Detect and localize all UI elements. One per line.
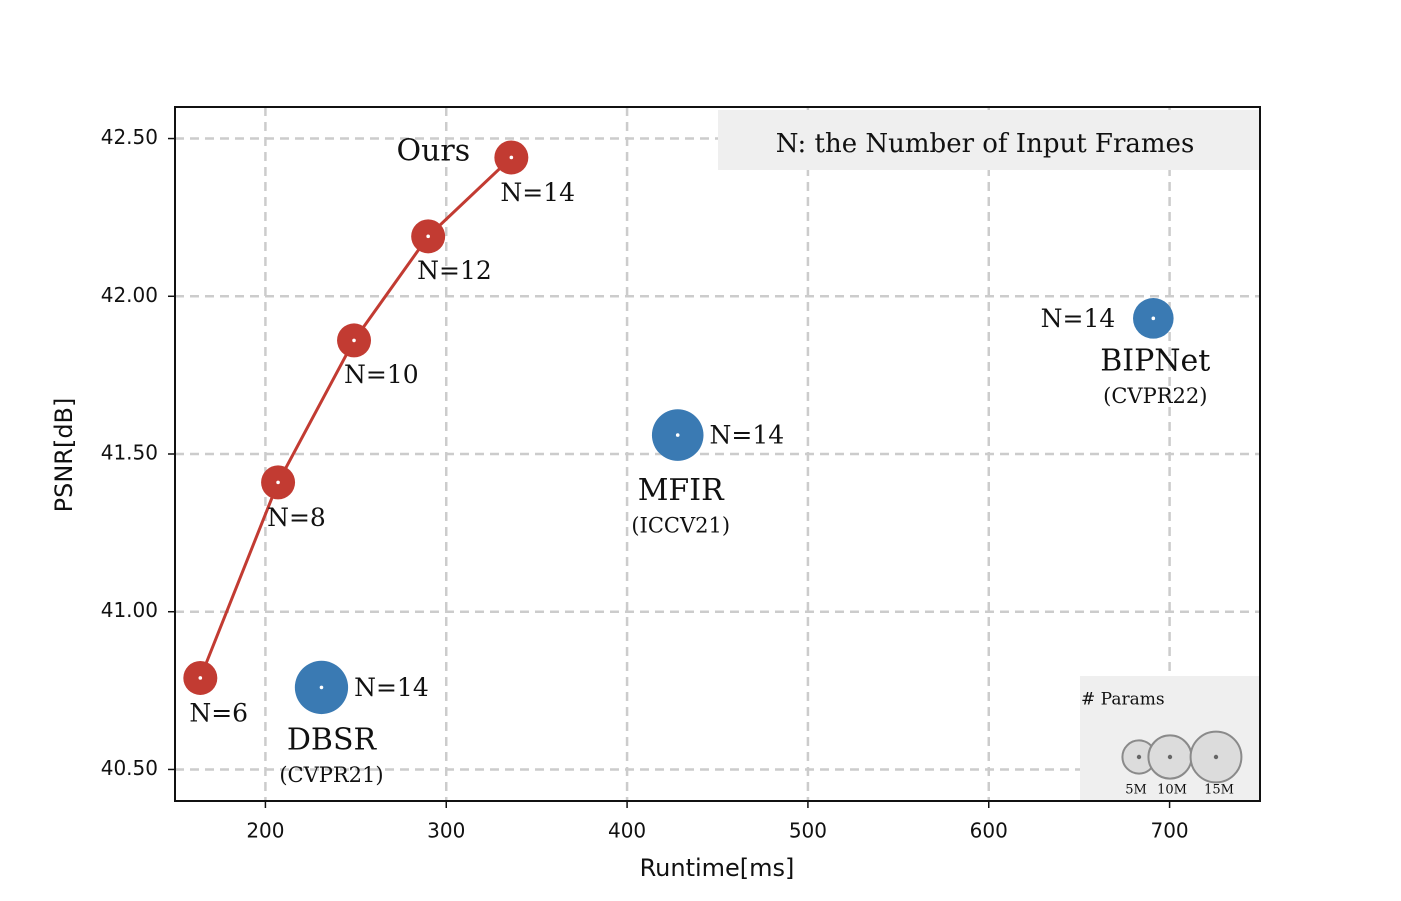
ours-point-label-2: N=10 <box>344 360 419 389</box>
params-legend-dot-5M <box>1136 754 1142 760</box>
params-legend-title: # Params <box>1081 690 1165 710</box>
dbsr-point-label-0: N=14 <box>354 673 429 702</box>
y-axis-label: PSNR[dB] <box>50 398 78 513</box>
params-legend-dot-15M <box>1213 754 1219 760</box>
params-legend-dot-10M <box>1167 754 1173 760</box>
params-legend-label-10M: 10M <box>1157 783 1187 798</box>
series <box>183 140 1174 715</box>
ours-name: Ours <box>397 133 471 168</box>
ours-point-center-0 <box>198 676 203 680</box>
y-tick-label-3: 42.00 <box>101 283 158 307</box>
y-tick-label-1: 41.00 <box>101 598 158 622</box>
x-axis-label: Runtime[ms] <box>640 854 795 882</box>
params-size-legend: # Params 5M 10M 15M <box>1080 676 1259 800</box>
ours-point-label-1: N=8 <box>267 503 326 532</box>
dbsr-name: DBSR <box>287 722 378 757</box>
ours-point-label-0: N=6 <box>189 698 248 727</box>
axis-ticks: 200 300 400 500 600 700 40.50 41.00 41.50 42.00 42… <box>101 125 1189 842</box>
ours-point-label-4: N=14 <box>500 178 575 207</box>
bipnet-venue: (CVPR22) <box>1103 384 1207 408</box>
frames-note: N: the Number of Input Frames <box>718 110 1259 170</box>
x-tick-label-300: 300 <box>427 819 465 843</box>
bipnet-point-center-0 <box>1151 316 1156 321</box>
mfir-point-label-0: N=14 <box>710 421 785 450</box>
frames-note-box <box>718 110 1259 170</box>
mfir-venue: (ICCV21) <box>631 514 730 538</box>
ours-point-center-1 <box>276 480 280 485</box>
ours-line <box>198 156 513 679</box>
frames-note-text: N: the Number of Input Frames <box>776 129 1195 159</box>
ours-point-center-2 <box>352 338 356 343</box>
ours-point-label-3: N=12 <box>417 256 492 285</box>
y-tick-label-4: 42.50 <box>101 125 158 149</box>
point-labels: N=6 N=8 N=10 N=12 N=14 Ours N=14 DBSR (CVPR21) N=… <box>189 133 1210 786</box>
mfir-name: MFIR <box>638 473 725 508</box>
bipnet-point-label-0: N=14 <box>1041 304 1116 333</box>
grid <box>175 107 1260 801</box>
x-tick-label-700: 700 <box>1150 819 1188 843</box>
ours-point-center-3 <box>426 234 430 239</box>
x-tick-label-500: 500 <box>789 819 827 843</box>
y-tick-label-2: 41.50 <box>101 441 158 465</box>
dbsr-venue: (CVPR21) <box>279 763 383 787</box>
dbsr-point-center-0 <box>319 685 324 690</box>
x-tick-label-600: 600 <box>970 819 1008 843</box>
y-tick-label-0: 40.50 <box>101 756 158 780</box>
x-tick-label-400: 400 <box>608 819 646 843</box>
params-legend-label-5M: 5M <box>1125 783 1147 798</box>
params-legend-label-15M: 15M <box>1204 783 1234 798</box>
mfir-point-center-0 <box>675 433 680 437</box>
plot-frame <box>174 106 1261 802</box>
ours-point-center-4 <box>509 155 514 160</box>
bipnet-name: BIPNet <box>1100 343 1210 378</box>
x-tick-label-200: 200 <box>246 819 284 843</box>
